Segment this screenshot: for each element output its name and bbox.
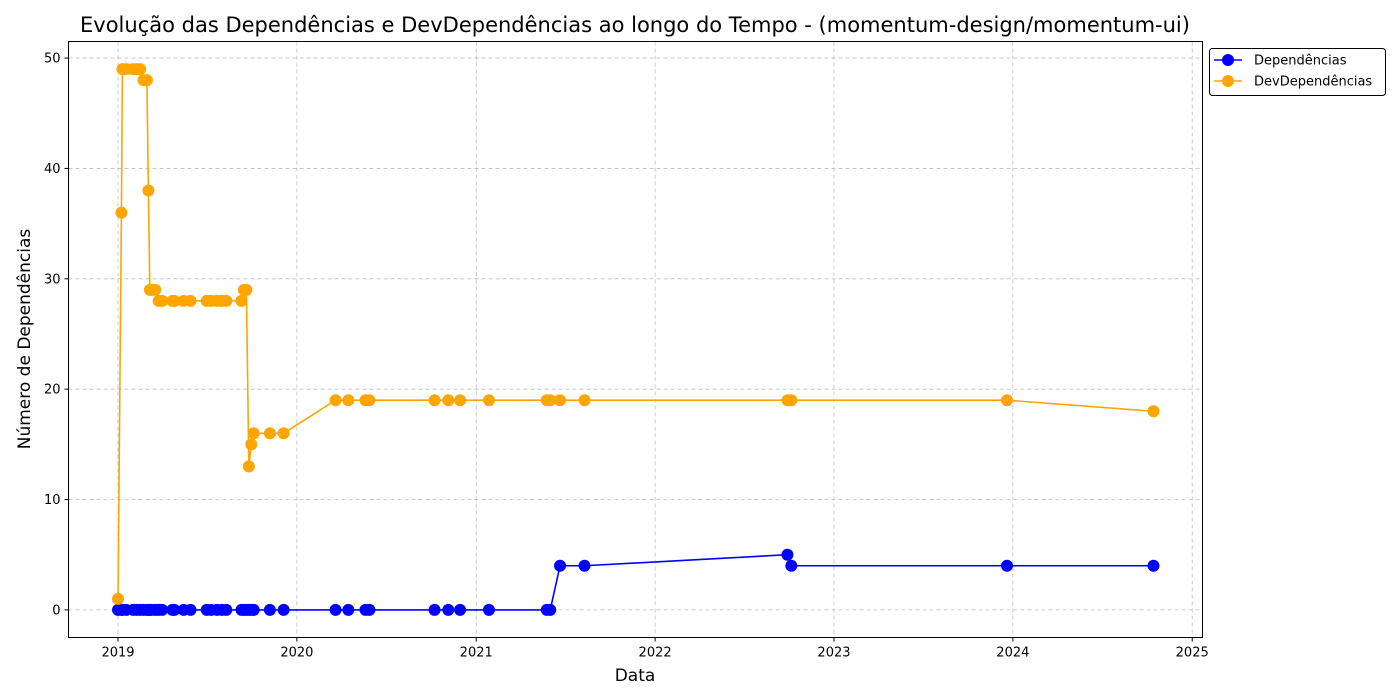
data-point	[544, 394, 557, 407]
data-point	[329, 394, 342, 407]
data-point	[115, 206, 128, 219]
y-axis-label: Número de Dependências	[15, 229, 35, 450]
data-point	[235, 294, 248, 307]
data-point	[363, 603, 376, 616]
data-point	[578, 394, 591, 407]
data-point	[1147, 405, 1160, 418]
legend-box	[1209, 48, 1386, 96]
data-point	[428, 394, 441, 407]
series-line	[118, 553, 1154, 611]
data-point	[454, 603, 467, 616]
series-devdependencias	[112, 63, 1160, 605]
x-tick-label: 2024	[996, 646, 1029, 661]
data-point	[363, 394, 376, 407]
data-point	[442, 603, 455, 616]
y-tick-label: 30	[44, 272, 61, 287]
data-point	[220, 603, 233, 616]
data-point	[454, 394, 467, 407]
data-point	[134, 63, 147, 76]
data-point	[277, 427, 290, 440]
data-point	[544, 603, 557, 616]
x-tick-label: 2022	[639, 646, 672, 661]
legend: Dependências DevDependências	[1209, 48, 1386, 96]
series-layer	[112, 63, 1160, 616]
data-point	[781, 548, 794, 561]
data-point	[482, 603, 495, 616]
data-point	[554, 394, 567, 407]
data-point	[554, 559, 567, 572]
data-point	[247, 427, 260, 440]
data-point	[263, 603, 276, 616]
data-point	[240, 283, 253, 296]
data-point	[428, 603, 441, 616]
data-point	[140, 74, 153, 87]
data-point	[112, 592, 124, 605]
data-point	[156, 294, 169, 307]
grid-lines	[68, 41, 1203, 638]
series-dependencias	[112, 548, 1160, 616]
data-point	[156, 603, 169, 616]
data-point	[149, 283, 162, 296]
data-point	[1000, 559, 1013, 572]
data-point	[263, 427, 276, 440]
data-point	[247, 603, 260, 616]
y-axis-ticks: 0 10 20 30 40 50	[44, 52, 69, 618]
x-tick-label: 2019	[101, 646, 134, 661]
y-tick-label: 40	[44, 162, 61, 177]
legend-marker-swatch	[1222, 75, 1234, 87]
legend-marker-swatch	[1222, 54, 1234, 66]
data-point	[342, 603, 355, 616]
data-point	[785, 394, 798, 407]
data-point	[785, 559, 798, 572]
data-point	[442, 394, 455, 407]
x-tick-label: 2021	[460, 646, 493, 661]
chart-title: Evolução das Dependências e DevDependênc…	[80, 13, 1190, 37]
y-tick-label: 10	[44, 493, 61, 508]
data-point	[184, 294, 197, 307]
x-tick-label: 2020	[280, 646, 313, 661]
data-point	[184, 603, 197, 616]
y-tick-label: 50	[44, 52, 61, 67]
data-point	[142, 184, 155, 197]
series-line	[117, 68, 1154, 599]
data-point	[242, 460, 255, 473]
x-tick-label: 2025	[1176, 646, 1209, 661]
data-point	[1147, 559, 1160, 572]
data-point	[220, 294, 233, 307]
legend-label: Dependências	[1254, 54, 1347, 69]
data-point	[482, 394, 495, 407]
data-point	[245, 438, 258, 451]
data-point	[277, 603, 290, 616]
legend-label: DevDependências	[1254, 75, 1372, 90]
data-point	[168, 603, 181, 616]
legend-entry: DevDependências	[1214, 75, 1372, 90]
data-point	[168, 294, 181, 307]
plot-area-frame	[68, 41, 1203, 638]
x-axis-label: Data	[615, 666, 656, 686]
x-tick-label: 2023	[817, 646, 850, 661]
y-tick-label: 20	[44, 383, 61, 398]
data-point	[578, 559, 591, 572]
data-point	[342, 394, 355, 407]
y-tick-label: 0	[52, 603, 60, 618]
data-point	[1000, 394, 1013, 407]
legend-entry: Dependências	[1214, 54, 1347, 69]
x-axis-ticks: 2019 2020 2021 2022 2023 2024 2025	[101, 637, 1209, 661]
data-point	[329, 603, 342, 616]
